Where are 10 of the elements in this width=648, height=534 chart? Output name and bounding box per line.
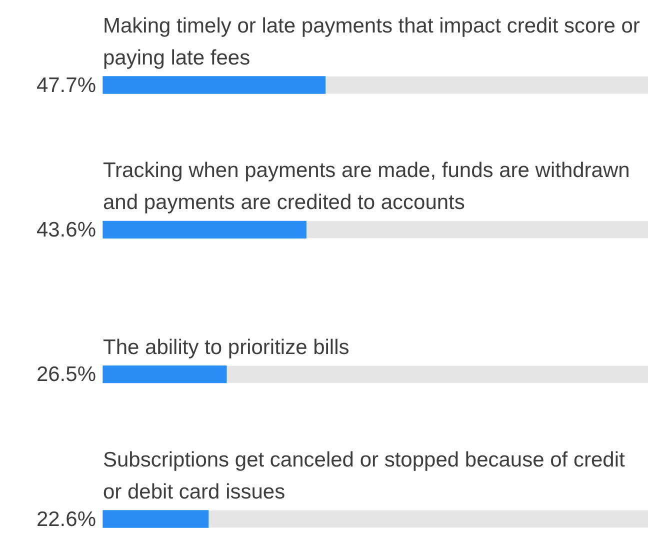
y-tick-label: Making timely or late payments that impact credit score or paying late fees bbox=[103, 14, 640, 70]
y-tick-label: Tracking when payments are made, funds are withdrawn and payments are credited to accounts bbox=[103, 159, 630, 214]
y-tick-label: The ability to prioritize bills bbox=[103, 336, 350, 359]
data-label: 26.5% bbox=[36, 363, 96, 386]
data-label: 22.6% bbox=[36, 508, 96, 531]
data-label: 47.7% bbox=[36, 74, 96, 97]
y-tick-label: Subscriptions get canceled or stopped because of credit or debit card issues bbox=[103, 448, 625, 504]
data-label: 43.6% bbox=[36, 218, 96, 242]
bar bbox=[102, 366, 227, 384]
bar bbox=[102, 510, 209, 528]
